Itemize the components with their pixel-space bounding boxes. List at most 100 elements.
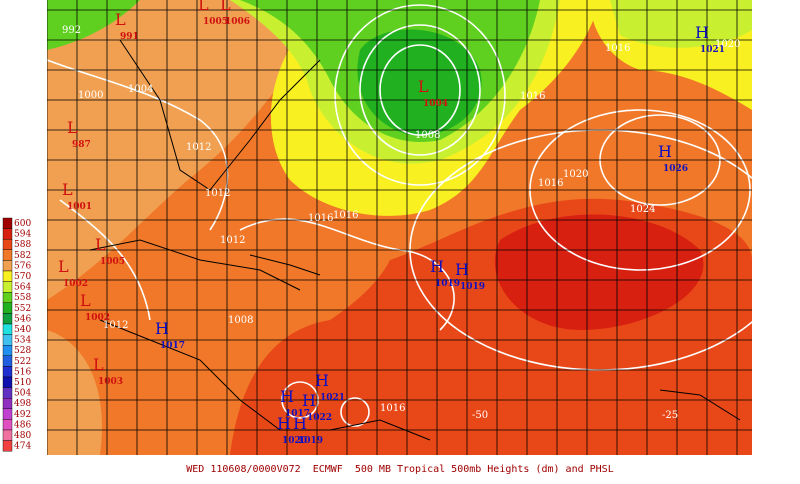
shade <box>494 214 704 330</box>
isobar-label: 1000 <box>78 90 103 101</box>
center-letter: L <box>95 235 106 254</box>
legend-label: 528 <box>14 346 31 356</box>
center-pressure: 1003 <box>98 377 123 387</box>
legend-swatch <box>2 355 13 367</box>
legend-label: 510 <box>14 378 31 388</box>
legend-label: 600 <box>14 219 31 229</box>
center-letter: L <box>220 0 231 14</box>
shade <box>47 0 140 50</box>
legend-label: 498 <box>14 399 31 409</box>
legend-swatch <box>2 387 13 399</box>
isobar-label: 1012 <box>103 320 128 331</box>
center-pressure: 1020 <box>282 436 307 446</box>
center-letter: H <box>302 391 316 410</box>
legend-label: 504 <box>14 389 31 399</box>
legend-label: 576 <box>14 261 31 271</box>
legend-label: 558 <box>14 293 31 303</box>
center-pressure: 1002 <box>85 313 110 323</box>
center-pressure: 1026 <box>663 164 688 174</box>
legend-swatch <box>2 334 13 346</box>
legend-label: 552 <box>14 304 31 314</box>
isobar-label: 1016 <box>333 210 358 221</box>
center-letter: L <box>93 355 104 374</box>
legend-swatch <box>2 238 13 250</box>
legend-swatch <box>2 419 13 431</box>
isobar-label: 1024 <box>630 204 655 215</box>
isobar-label: 1020 <box>715 39 740 50</box>
shade <box>47 330 102 455</box>
legend-label: 486 <box>14 420 31 430</box>
center-pressure: 1021 <box>700 45 725 55</box>
center-letter: H <box>315 371 329 390</box>
legend-label: 588 <box>14 240 31 250</box>
isobar-label: 1012 <box>220 235 245 246</box>
longitude-label: -50 <box>472 410 488 421</box>
center-letter: L <box>115 10 126 29</box>
coastline <box>89 39 741 441</box>
legend-swatch <box>2 260 13 272</box>
legend-swatch <box>2 302 13 314</box>
legend-label: 516 <box>14 367 31 377</box>
center-letter: L <box>198 0 209 14</box>
isobar-label: 992 <box>62 25 81 36</box>
center-pressure: 1022 <box>307 413 332 423</box>
center-letter: H <box>280 387 294 406</box>
center-pressure: 1019 <box>435 279 460 289</box>
legend-swatch <box>2 292 13 304</box>
center-letter: L <box>80 291 91 310</box>
center-pressure: 991 <box>120 32 139 42</box>
map-area <box>47 0 752 455</box>
isobar-label: 1016 <box>605 43 630 54</box>
center-letter: H <box>155 319 169 338</box>
legend-swatch <box>2 376 13 388</box>
center-letter: L <box>62 180 73 199</box>
shade <box>47 0 330 300</box>
isobar-label: 1016 <box>380 403 405 414</box>
center-letter: H <box>455 260 469 279</box>
center-pressure: 1021 <box>320 393 345 403</box>
center-pressure: 1004 <box>423 99 448 109</box>
center-letter: L <box>58 257 69 276</box>
center-letter: L <box>418 77 429 96</box>
center-pressure: 987 <box>72 140 91 150</box>
center-pressure: 1001 <box>67 202 92 212</box>
isobar-label: 1016 <box>538 178 563 189</box>
legend-swatch <box>2 270 13 282</box>
center-letter: H <box>293 414 307 433</box>
legend-swatch <box>2 398 13 410</box>
legend-label: 534 <box>14 336 31 346</box>
legend-label: 480 <box>14 431 31 441</box>
legend-label: 570 <box>14 272 31 282</box>
legend-swatch <box>2 228 13 240</box>
isobar-label: 1016 <box>520 91 545 102</box>
legend-swatch <box>2 429 13 441</box>
legend-swatch <box>2 366 13 378</box>
isobar-label: 1012 <box>205 188 230 199</box>
center-letter: H <box>658 142 672 161</box>
caption: WED 110608/0000V072 ECMWF 500 MB Tropica… <box>186 464 613 475</box>
center-pressure: 1005 <box>203 17 228 27</box>
isobar-label: 1004 <box>128 84 153 95</box>
isobar-label: 1016 <box>308 213 333 224</box>
legend-swatch <box>2 323 13 335</box>
legend-label: 540 <box>14 325 31 335</box>
center-letter: L <box>67 118 78 137</box>
legend-swatch <box>2 345 13 357</box>
legend-swatch <box>2 313 13 325</box>
isobar-label: 1008 <box>415 130 440 141</box>
center-pressure: 1017 <box>160 341 185 351</box>
center-pressure: 1017 <box>285 409 310 419</box>
legend-label: 474 <box>14 442 31 452</box>
legend-swatch <box>2 408 13 420</box>
center-pressure: 1019 <box>460 282 485 292</box>
legend-swatch <box>2 281 13 293</box>
isobar-label: 1012 <box>186 142 211 153</box>
center-letter: H <box>430 257 444 276</box>
isobar-label: 1020 <box>563 169 588 180</box>
legend-label: 546 <box>14 314 31 324</box>
legend-label: 492 <box>14 410 31 420</box>
legend-swatch <box>2 217 13 229</box>
legend-label: 594 <box>14 230 31 240</box>
legend-label: 564 <box>14 283 31 293</box>
